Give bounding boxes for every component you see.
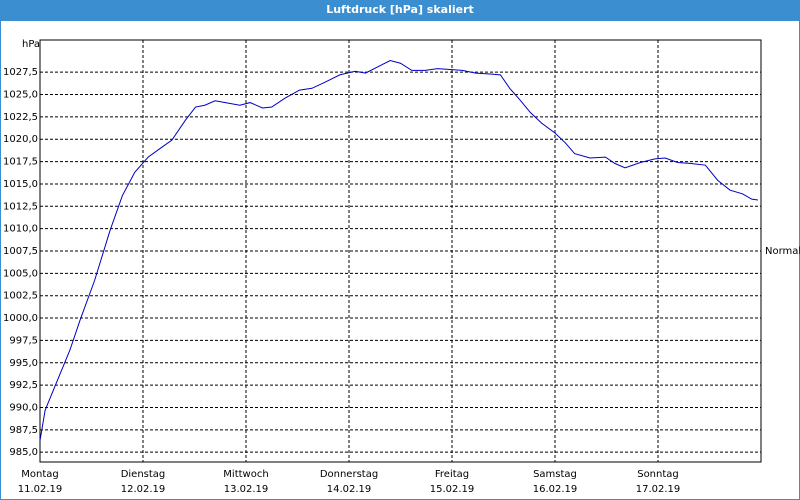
legend-label: Normal xyxy=(765,246,800,257)
y-tick-label: 1002,5 xyxy=(3,291,38,302)
y-tick-label: 1027,5 xyxy=(3,67,38,78)
y-tick-label: 1025,0 xyxy=(3,90,38,101)
x-tick-date: 12.02.19 xyxy=(121,484,166,495)
x-tick-label: Freitag xyxy=(435,469,469,480)
y-tick-label: 1020,0 xyxy=(3,134,38,145)
y-tick-label: 990,0 xyxy=(9,402,38,413)
x-tick-date: 13.02.19 xyxy=(224,484,269,495)
x-tick-date: 14.02.19 xyxy=(327,484,372,495)
plot-border xyxy=(39,39,762,463)
x-tick-label: Donnerstag xyxy=(320,469,378,480)
y-tick-label: 1015,0 xyxy=(3,179,38,190)
y-tick-label: 1005,0 xyxy=(3,268,38,279)
y-tick-label: 1007,5 xyxy=(3,246,38,257)
y-tick-label: 1012,5 xyxy=(3,201,38,212)
x-tick-date: 11.02.19 xyxy=(18,484,63,495)
y-tick-label: 1000,0 xyxy=(3,313,38,324)
y-tick-label: 1017,5 xyxy=(3,157,38,168)
chart-title: Luftdruck [hPa] skaliert xyxy=(326,3,474,16)
y-tick-label: 995,0 xyxy=(9,358,38,369)
x-tick-label: Mittwoch xyxy=(223,469,268,480)
x-tick-date: 17.02.19 xyxy=(636,484,681,495)
title-bar xyxy=(0,0,800,20)
x-tick-label: Montag xyxy=(21,469,58,480)
x-tick-label: Samstag xyxy=(533,469,577,480)
data-line xyxy=(39,60,758,441)
x-tick-label: Sonntag xyxy=(637,469,679,480)
y-tick-label: 997,5 xyxy=(9,335,38,346)
x-tick-date: 15.02.19 xyxy=(430,484,475,495)
x-tick-date: 16.02.19 xyxy=(533,484,578,495)
x-tick-label: Dienstag xyxy=(121,469,166,480)
y-axis-label: hPa xyxy=(22,39,40,50)
y-tick-label: 1022,5 xyxy=(3,112,38,123)
y-tick-label: 987,5 xyxy=(9,425,38,436)
y-tick-label: 985,0 xyxy=(9,447,38,458)
y-tick-label: 992,5 xyxy=(9,380,38,391)
y-tick-label: 1010,0 xyxy=(3,224,38,235)
